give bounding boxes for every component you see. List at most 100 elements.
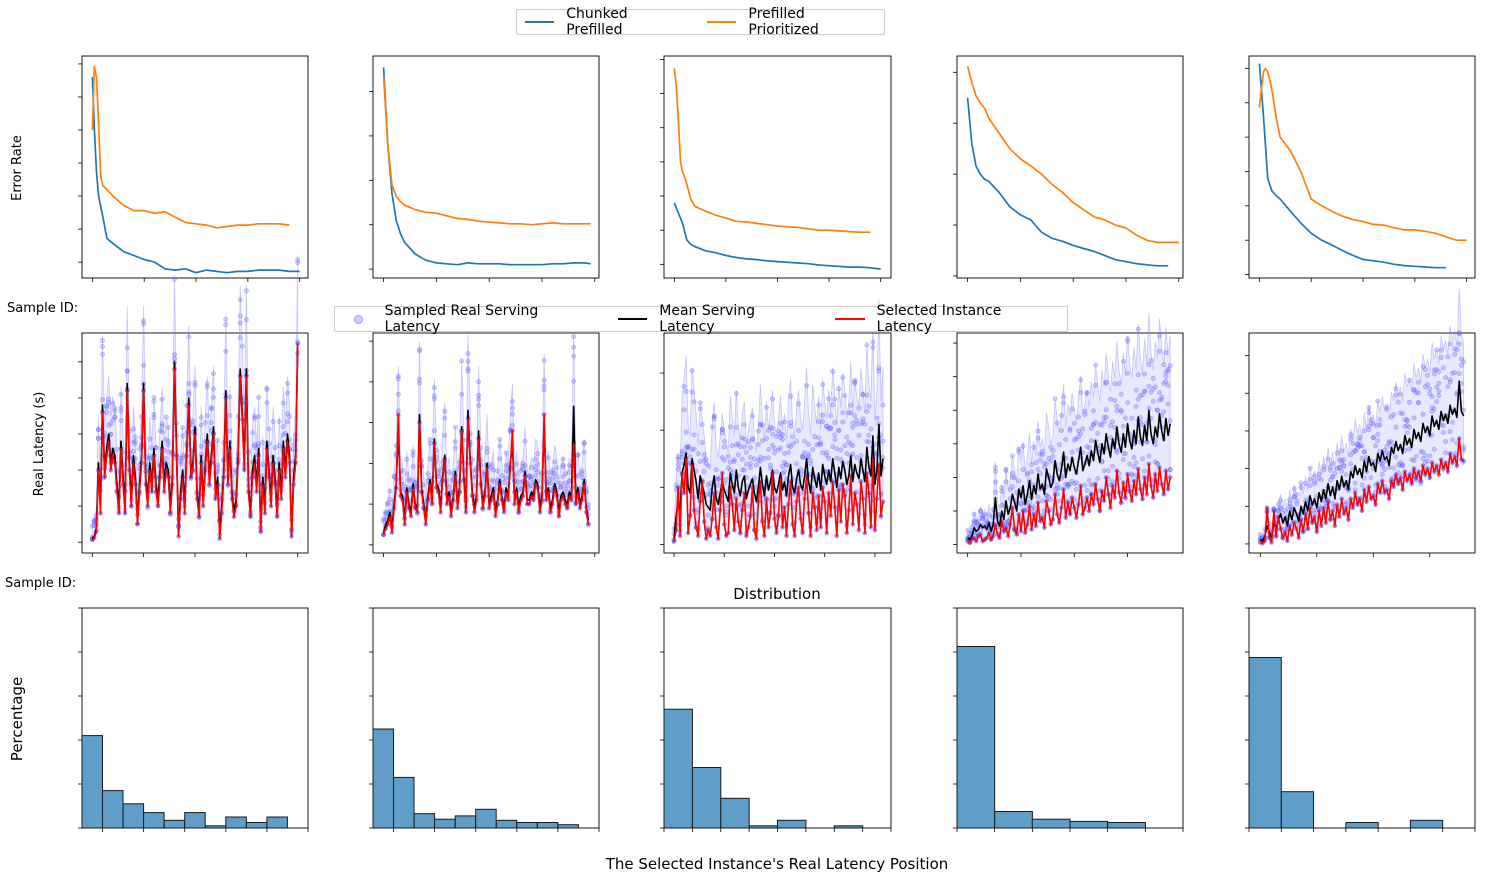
sampled-latency-point [1080, 426, 1086, 432]
sampled-latency-point [285, 381, 290, 386]
histogram-bar [536, 822, 559, 829]
sampled-latency-point [834, 446, 840, 452]
sampled-latency-point [826, 426, 832, 432]
sampled-latency-point [427, 436, 433, 442]
sampled-latency-point [766, 446, 771, 452]
sampled-latency-point [1142, 371, 1148, 377]
sampled-latency-point [1108, 396, 1113, 402]
sampled-latency-point [208, 405, 214, 411]
sampled-latency-point [118, 418, 124, 423]
sampled-latency-point [1033, 460, 1039, 466]
chart-panel-0 [78, 55, 309, 282]
histogram-bar [122, 803, 145, 829]
sampled-latency-point [1105, 468, 1111, 474]
sampled-latency-point [100, 344, 105, 350]
sampled-latency-point [522, 438, 528, 444]
sampled-latency-point [192, 383, 198, 388]
sampled-latency-point [1112, 381, 1118, 387]
sampled-latency-point [1375, 431, 1381, 437]
histogram-bar [454, 815, 477, 829]
sampled-latency-point [1154, 461, 1160, 466]
series-line-prefilled-prioritized [382, 76, 591, 226]
sampled-latency-point [1456, 341, 1462, 347]
sampled-latency-point [1341, 457, 1347, 463]
sampled-latency-point [1150, 386, 1156, 392]
sampled-latency-point [1359, 443, 1365, 449]
sampled-latency-point [973, 519, 979, 524]
sampled-latency-point [1384, 444, 1390, 450]
sampled-latency-point [679, 454, 685, 460]
sampled-latency-point [106, 422, 112, 428]
sampled-latency-point [159, 429, 165, 435]
sampled-latency-point [1167, 363, 1173, 369]
sampled-latency-point [1420, 449, 1426, 455]
sampled-latency-point [870, 345, 876, 351]
sampled-latency-point [476, 402, 482, 408]
sampled-latency-point [832, 420, 838, 425]
sampled-latency-point [1425, 381, 1430, 387]
sampled-latency-point [1163, 369, 1169, 375]
series-line-chunked-prefilled [1258, 63, 1446, 269]
sampled-latency-point [1127, 461, 1133, 467]
sampled-latency-point [761, 455, 767, 461]
sampled-latency-point [1103, 407, 1109, 413]
sampled-latency-point [836, 386, 842, 392]
sampled-latency-point [1146, 453, 1152, 459]
axes-frame [956, 332, 1184, 554]
sampled-latency-point [786, 450, 791, 455]
sampled-latency-point [705, 463, 711, 469]
sampled-latency-point [1003, 479, 1009, 485]
sampled-latency-point [753, 462, 759, 468]
sampled-latency-point [522, 463, 528, 469]
sampled-latency-point [1142, 388, 1148, 394]
sampled-latency-point [980, 514, 986, 520]
sampled-latency-point [227, 394, 233, 400]
sampled-latency-point [465, 350, 471, 356]
sampled-latency-point [788, 420, 794, 425]
sampled-latency-point [1037, 457, 1043, 463]
sampled-latency-point [204, 413, 210, 419]
series-line-selected-latency [91, 343, 299, 541]
sampled-latency-point [1379, 461, 1385, 467]
sampled-latency-point [739, 435, 745, 441]
histogram-bar [1409, 819, 1444, 829]
sampled-latency-point [202, 419, 208, 425]
sampled-latency-point [571, 344, 577, 350]
sampled-latency-point [778, 431, 783, 437]
sampled-latency-point [1327, 467, 1333, 473]
sampled-latency-point [802, 438, 808, 444]
sampled-latency-point [395, 391, 401, 397]
sampled-latency-point [1407, 446, 1412, 452]
sampled-latency-point [832, 396, 838, 402]
sampled-latency-point [1330, 460, 1336, 466]
sampled-latency-point [1157, 397, 1162, 403]
sampled-latency-point [141, 321, 147, 327]
sampled-latency-point [1456, 371, 1462, 377]
sampled-latency-point [1307, 483, 1313, 488]
sampled-latency-point [252, 416, 258, 421]
sampled-latency-point [757, 422, 763, 428]
sampled-latency-point [1373, 443, 1379, 449]
sampled-latency-point [250, 430, 255, 435]
sampled-latency-point [223, 322, 229, 328]
sampled-latency-point [404, 471, 410, 477]
sampled-latency-point [406, 476, 412, 482]
sampled-latency-point [198, 422, 204, 428]
sampled-latency-point [1157, 348, 1162, 354]
sampled-latency-point [1131, 464, 1137, 470]
sampled-latency-point [1114, 447, 1120, 453]
sampled-latency-point [497, 443, 503, 449]
sampled-latency-point [1422, 367, 1428, 373]
series-line-mean-latency [967, 409, 1171, 541]
sampled-latency-point [1307, 465, 1313, 471]
sampled-latency-point [520, 460, 526, 466]
sampled-latency-point [104, 410, 110, 416]
histogram-bar [833, 825, 864, 829]
series-line-mean-latency [1259, 380, 1465, 542]
histogram-bar [245, 822, 268, 829]
sampled-latency-point [1352, 448, 1358, 453]
sampled-latency-point [124, 368, 130, 374]
sampled-latency-point [866, 403, 872, 409]
sampled-latency-point [856, 432, 862, 438]
sampled-latency-point [526, 474, 532, 480]
